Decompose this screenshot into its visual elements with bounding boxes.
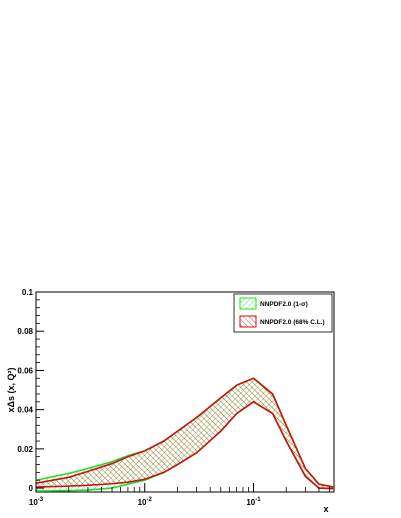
y-tick-label: 0 xyxy=(29,484,34,493)
y-tick-label: 0.1 xyxy=(22,288,34,297)
plot-frame xyxy=(35,291,335,493)
x-tick-label: 10-3 xyxy=(29,497,44,507)
legend-swatch-green xyxy=(239,297,257,310)
y-axis-label: xΔs (x, Q²) xyxy=(6,368,16,413)
legend-label-green: NNPDF2.0 (1-σ) xyxy=(260,301,308,308)
y-tick-label: 0.02 xyxy=(17,445,33,454)
x-tick-label: 10-1 xyxy=(246,497,261,507)
y-tick-label: 0.08 xyxy=(17,327,33,336)
x-tick-label: 10-2 xyxy=(138,497,153,507)
band-area-1 xyxy=(36,378,334,489)
legend: NNPDF2.0 (1-σ) NNPDF2.0 (68% C.L.) xyxy=(233,293,333,333)
legend-swatch-red xyxy=(239,315,257,328)
y-tick-label: 0.04 xyxy=(17,406,33,415)
y-tick-label: 0.06 xyxy=(17,366,33,375)
legend-label-red: NNPDF2.0 (68% C.L.) xyxy=(260,319,325,326)
band-lower-line-1 xyxy=(35,400,335,490)
x-axis-label: x xyxy=(323,504,328,514)
band-upper-line-1 xyxy=(35,377,335,488)
